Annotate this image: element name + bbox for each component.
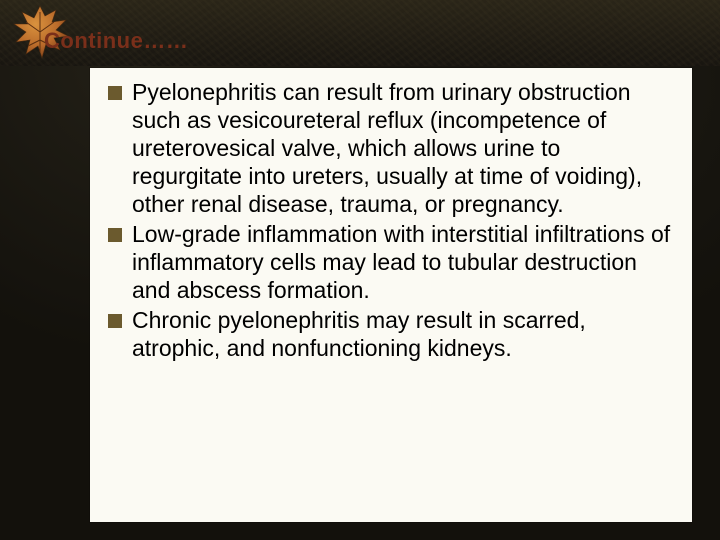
- list-item: Low-grade inflammation with interstitial…: [108, 220, 672, 304]
- list-item: Pyelonephritis can result from urinary o…: [108, 78, 672, 218]
- bullet-text: Pyelonephritis can result from urinary o…: [132, 78, 672, 218]
- bullet-icon: [108, 228, 122, 242]
- bullet-text: Low-grade inflammation with interstitial…: [132, 220, 672, 304]
- list-item: Chronic pyelonephritis may result in sca…: [108, 306, 672, 362]
- bullet-icon: [108, 314, 122, 328]
- bullet-text: Chronic pyelonephritis may result in sca…: [132, 306, 672, 362]
- slide: Continue…… Pyelonephritis can result fro…: [0, 0, 720, 540]
- content-box: Pyelonephritis can result from urinary o…: [90, 68, 692, 522]
- bullet-icon: [108, 86, 122, 100]
- slide-title: Continue……: [44, 28, 188, 54]
